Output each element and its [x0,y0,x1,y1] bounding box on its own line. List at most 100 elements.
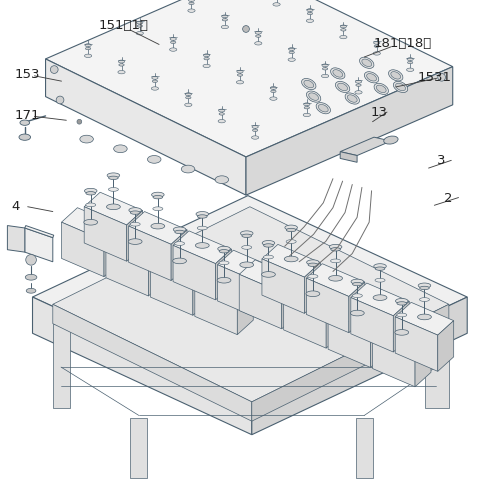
Ellipse shape [252,126,258,128]
Polygon shape [307,278,349,333]
Text: 181（18）: 181（18） [374,37,432,50]
Ellipse shape [170,38,176,41]
Ellipse shape [360,57,374,69]
Ellipse shape [306,291,320,297]
Polygon shape [372,332,415,387]
Ellipse shape [219,250,229,253]
Polygon shape [46,0,453,157]
Ellipse shape [86,203,96,207]
Ellipse shape [384,136,398,144]
Ellipse shape [397,302,406,305]
Ellipse shape [218,246,230,251]
Ellipse shape [308,274,318,278]
Ellipse shape [106,204,121,210]
Polygon shape [84,207,127,261]
Ellipse shape [237,74,243,76]
Ellipse shape [262,241,275,245]
Ellipse shape [222,15,228,18]
Ellipse shape [352,294,362,298]
Polygon shape [215,249,232,300]
Polygon shape [372,318,431,351]
Ellipse shape [242,245,252,249]
Polygon shape [151,261,193,315]
Ellipse shape [375,278,385,282]
Polygon shape [252,297,467,435]
Text: 13: 13 [370,106,388,118]
Ellipse shape [128,239,142,244]
Ellipse shape [394,81,408,93]
Polygon shape [25,228,53,262]
Ellipse shape [331,259,340,263]
Ellipse shape [118,71,125,74]
Ellipse shape [170,48,177,51]
Text: 2: 2 [444,192,453,204]
Polygon shape [173,245,215,300]
Ellipse shape [219,113,224,115]
Ellipse shape [396,298,408,303]
Ellipse shape [307,260,319,265]
Polygon shape [7,226,25,252]
Ellipse shape [331,248,340,251]
Ellipse shape [218,119,225,123]
Polygon shape [53,304,252,421]
Text: 1531: 1531 [418,71,452,84]
Ellipse shape [270,97,277,100]
Ellipse shape [136,31,143,35]
Ellipse shape [255,31,261,34]
Ellipse shape [351,279,364,284]
Ellipse shape [114,145,127,153]
Ellipse shape [119,64,124,66]
Polygon shape [356,418,373,478]
Ellipse shape [322,64,328,67]
Polygon shape [237,284,253,335]
Polygon shape [340,137,391,156]
Ellipse shape [152,80,157,83]
Ellipse shape [215,176,229,184]
Ellipse shape [340,35,347,39]
Polygon shape [217,265,260,319]
Ellipse shape [80,135,93,143]
Polygon shape [106,227,164,260]
Ellipse shape [340,28,346,31]
Ellipse shape [152,76,158,79]
Polygon shape [246,67,453,195]
Polygon shape [62,222,104,277]
Ellipse shape [407,61,413,64]
Ellipse shape [173,227,186,232]
Ellipse shape [420,286,430,290]
Ellipse shape [318,104,328,112]
Ellipse shape [284,256,298,262]
Ellipse shape [188,0,195,1]
Ellipse shape [181,165,195,173]
Polygon shape [239,260,298,293]
Ellipse shape [307,19,313,22]
Ellipse shape [242,234,251,238]
Polygon shape [106,242,149,296]
Ellipse shape [397,313,407,317]
Polygon shape [260,269,276,319]
Text: 153: 153 [14,69,40,81]
Ellipse shape [196,212,209,216]
Polygon shape [195,280,237,335]
Ellipse shape [340,25,346,28]
Polygon shape [252,304,449,421]
Ellipse shape [302,78,316,90]
Ellipse shape [374,83,388,95]
Polygon shape [151,246,209,279]
Ellipse shape [252,129,258,131]
Ellipse shape [240,262,254,268]
Ellipse shape [255,42,262,45]
Polygon shape [307,264,365,297]
Polygon shape [46,59,246,195]
Ellipse shape [418,283,431,288]
Polygon shape [438,321,454,371]
Polygon shape [282,278,298,329]
Polygon shape [340,152,357,162]
Circle shape [243,26,249,32]
Ellipse shape [195,242,209,248]
Polygon shape [173,231,232,264]
Ellipse shape [375,267,385,270]
Ellipse shape [152,87,158,90]
Ellipse shape [197,226,207,230]
Polygon shape [284,294,326,348]
